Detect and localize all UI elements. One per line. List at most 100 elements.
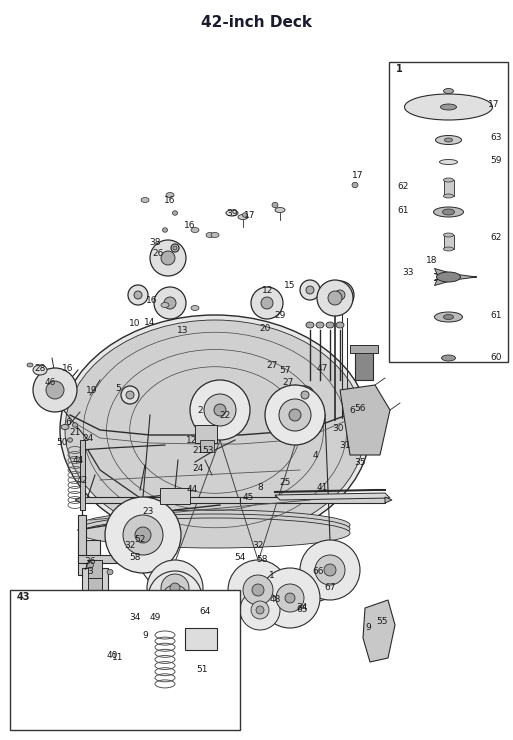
Ellipse shape xyxy=(412,266,418,270)
Text: 56: 56 xyxy=(354,403,366,412)
Text: 29: 29 xyxy=(274,311,286,320)
Ellipse shape xyxy=(141,198,149,203)
Polygon shape xyxy=(385,497,392,503)
Bar xyxy=(444,180,453,196)
Text: 24: 24 xyxy=(83,434,94,443)
Text: 59: 59 xyxy=(490,155,502,164)
Circle shape xyxy=(204,394,236,426)
Circle shape xyxy=(126,391,134,399)
Circle shape xyxy=(171,244,179,252)
Text: 21: 21 xyxy=(69,428,81,437)
Circle shape xyxy=(123,515,163,555)
Text: 65: 65 xyxy=(296,605,308,614)
Text: 12: 12 xyxy=(186,436,198,445)
Text: 49: 49 xyxy=(149,613,161,622)
Circle shape xyxy=(279,399,311,431)
Ellipse shape xyxy=(80,514,350,544)
Circle shape xyxy=(296,386,314,404)
Circle shape xyxy=(148,571,202,625)
Text: 16: 16 xyxy=(164,195,176,204)
Text: 9: 9 xyxy=(365,624,371,633)
Text: 67: 67 xyxy=(324,584,336,593)
Ellipse shape xyxy=(404,275,412,282)
Text: 17: 17 xyxy=(244,210,256,220)
Ellipse shape xyxy=(107,569,113,575)
Text: 63: 63 xyxy=(490,132,502,141)
Text: 33: 33 xyxy=(402,267,414,277)
Circle shape xyxy=(190,380,250,440)
Bar xyxy=(80,440,85,510)
Bar xyxy=(10,590,240,730)
Circle shape xyxy=(147,560,203,616)
Ellipse shape xyxy=(172,211,177,215)
Circle shape xyxy=(276,584,304,612)
Ellipse shape xyxy=(404,94,492,120)
Text: 52: 52 xyxy=(134,536,146,545)
Ellipse shape xyxy=(166,192,174,198)
Ellipse shape xyxy=(444,233,453,237)
Bar xyxy=(160,488,190,504)
Ellipse shape xyxy=(80,510,350,540)
Ellipse shape xyxy=(61,425,69,429)
Circle shape xyxy=(260,568,320,628)
Text: 61: 61 xyxy=(397,206,409,215)
Text: 16: 16 xyxy=(62,363,74,372)
Circle shape xyxy=(301,391,309,399)
Text: 10: 10 xyxy=(129,318,141,328)
Bar xyxy=(350,345,378,353)
Bar xyxy=(88,560,102,580)
Text: 54: 54 xyxy=(234,554,246,562)
Ellipse shape xyxy=(87,562,93,568)
Bar xyxy=(389,62,508,362)
Ellipse shape xyxy=(401,267,409,272)
Text: 1: 1 xyxy=(396,64,403,74)
Polygon shape xyxy=(82,497,240,503)
Circle shape xyxy=(285,593,295,603)
Text: 19: 19 xyxy=(86,386,98,394)
Ellipse shape xyxy=(27,363,33,367)
Bar xyxy=(185,628,217,650)
Text: 45: 45 xyxy=(242,494,254,502)
Bar xyxy=(444,235,453,249)
Text: 42-inch Deck: 42-inch Deck xyxy=(201,15,312,30)
Ellipse shape xyxy=(326,322,334,328)
Bar xyxy=(82,568,108,592)
Circle shape xyxy=(121,386,139,404)
Circle shape xyxy=(228,560,288,620)
Ellipse shape xyxy=(444,194,453,198)
Text: 41: 41 xyxy=(317,483,328,493)
Circle shape xyxy=(315,555,345,585)
Text: 64: 64 xyxy=(200,608,211,616)
Ellipse shape xyxy=(433,207,464,217)
Text: 32: 32 xyxy=(252,540,264,550)
Text: 42: 42 xyxy=(76,476,88,485)
Circle shape xyxy=(252,584,264,596)
Text: 46: 46 xyxy=(44,377,56,386)
Ellipse shape xyxy=(68,438,72,443)
Ellipse shape xyxy=(206,232,214,238)
Ellipse shape xyxy=(352,182,358,188)
Text: 1: 1 xyxy=(269,571,275,579)
Ellipse shape xyxy=(405,262,411,266)
Ellipse shape xyxy=(443,209,455,215)
Circle shape xyxy=(214,404,226,416)
Ellipse shape xyxy=(191,227,199,232)
Circle shape xyxy=(173,246,177,250)
Circle shape xyxy=(243,575,273,605)
Bar xyxy=(200,440,214,452)
Circle shape xyxy=(251,287,283,319)
Text: 34: 34 xyxy=(297,604,308,613)
Circle shape xyxy=(324,564,336,576)
Text: 60: 60 xyxy=(490,352,502,362)
Ellipse shape xyxy=(440,160,458,164)
Ellipse shape xyxy=(115,659,121,662)
Text: 12: 12 xyxy=(262,286,274,295)
Circle shape xyxy=(226,404,234,412)
Text: 17: 17 xyxy=(352,170,364,180)
Text: 39: 39 xyxy=(226,209,238,218)
Bar xyxy=(195,425,217,443)
Ellipse shape xyxy=(65,320,365,540)
Ellipse shape xyxy=(444,178,453,182)
Bar xyxy=(78,515,86,555)
Text: 36: 36 xyxy=(84,557,96,567)
